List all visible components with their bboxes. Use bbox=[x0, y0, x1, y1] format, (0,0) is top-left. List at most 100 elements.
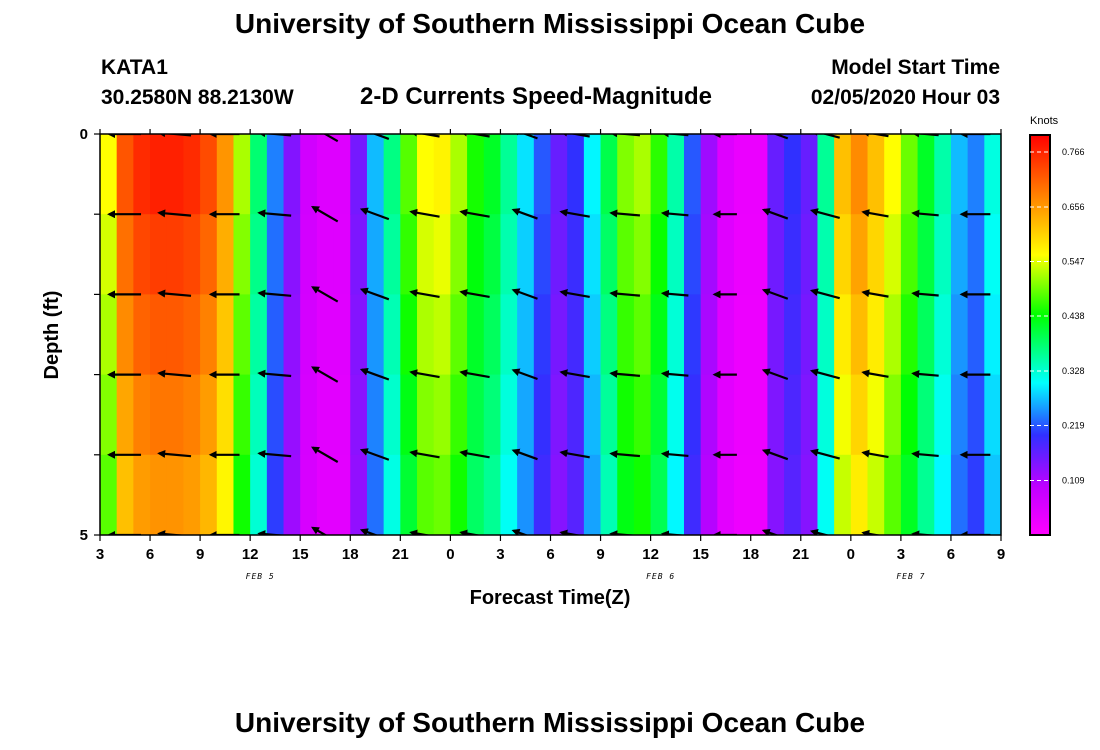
current-arrow bbox=[861, 529, 883, 535]
heatmap-cell bbox=[266, 374, 285, 456]
x-tick-label: 12 bbox=[642, 546, 659, 563]
x-tick-label: 18 bbox=[742, 546, 759, 563]
current-arrow bbox=[609, 209, 641, 218]
current-arrow bbox=[761, 448, 789, 461]
heatmap-cell bbox=[500, 454, 518, 535]
heatmap-cell bbox=[133, 214, 151, 295]
current-arrow bbox=[861, 289, 889, 298]
heatmap-cell bbox=[133, 294, 151, 376]
heatmap-cell bbox=[550, 374, 568, 456]
heatmap-cell bbox=[967, 134, 985, 215]
x-axis-label: Forecast Time(Z) bbox=[470, 587, 631, 609]
current-arrow bbox=[257, 369, 292, 378]
heatmap-cell bbox=[383, 214, 401, 295]
current-arrow bbox=[609, 369, 641, 378]
heatmap-cell bbox=[383, 454, 401, 535]
current-arrow bbox=[257, 530, 288, 535]
current-arrow bbox=[809, 134, 840, 139]
current-arrow bbox=[609, 134, 641, 138]
heatmap-cell bbox=[867, 294, 885, 376]
heatmap-cell bbox=[250, 294, 268, 376]
heatmap-cell bbox=[817, 374, 835, 456]
heatmap-cell bbox=[550, 294, 568, 376]
heatmap-cell bbox=[116, 374, 134, 456]
current-arrow bbox=[409, 289, 440, 298]
heatmap-cell bbox=[200, 374, 218, 456]
x-tick-label: 9 bbox=[196, 546, 204, 563]
current-arrow bbox=[459, 289, 490, 298]
heatmap-cell bbox=[617, 454, 635, 535]
heatmap-cell bbox=[133, 374, 151, 456]
current-arrow bbox=[809, 368, 840, 380]
heatmap-cell bbox=[133, 134, 151, 215]
current-arrow bbox=[359, 134, 390, 140]
heatmap-cell bbox=[583, 454, 602, 535]
current-arrow bbox=[511, 448, 538, 461]
heatmap-cell bbox=[350, 214, 368, 295]
heatmap-cell bbox=[917, 294, 935, 376]
heatmap-cell bbox=[967, 374, 985, 456]
heatmap-cell bbox=[517, 374, 535, 456]
heatmap-cell bbox=[600, 134, 618, 215]
heatmap-cell bbox=[583, 294, 602, 376]
x-tick-label: 0 bbox=[446, 546, 454, 563]
current-arrow bbox=[323, 134, 339, 143]
heatmap-cell bbox=[333, 294, 351, 376]
heatmap-cell bbox=[233, 214, 251, 295]
heatmap-cell bbox=[417, 134, 435, 215]
current-arrow bbox=[157, 134, 192, 138]
heatmap-cell bbox=[250, 454, 268, 535]
heatmap-cell bbox=[934, 294, 952, 376]
heatmap-cell bbox=[400, 374, 418, 456]
heatmap-cell bbox=[800, 214, 819, 295]
current-arrow bbox=[761, 288, 789, 300]
current-arrow bbox=[761, 134, 789, 140]
heatmap-cell bbox=[850, 134, 869, 215]
heatmap-cell bbox=[450, 374, 468, 456]
heatmap-cell bbox=[417, 294, 435, 376]
heatmap-cell bbox=[450, 454, 468, 535]
heatmap-cell bbox=[650, 134, 668, 215]
heatmap-cell bbox=[650, 374, 668, 456]
heatmap-cell bbox=[884, 374, 902, 456]
heatmap-cell bbox=[734, 374, 752, 456]
heatmap-cell bbox=[817, 454, 835, 535]
heatmap-cell bbox=[283, 214, 301, 295]
heatmap-cell bbox=[200, 134, 218, 215]
heatmap-cell bbox=[767, 374, 785, 456]
heatmap-cell bbox=[183, 374, 201, 456]
heatmap-cell bbox=[233, 454, 251, 535]
heatmap-cell bbox=[784, 214, 802, 295]
heatmap-cell bbox=[366, 294, 385, 376]
heatmap-cell bbox=[316, 214, 335, 295]
current-arrow bbox=[409, 134, 440, 138]
heatmap-cell bbox=[734, 454, 752, 535]
current-arrow bbox=[311, 446, 339, 463]
date-label: FEB 5 bbox=[246, 572, 275, 581]
heatmap-cell bbox=[216, 134, 235, 215]
heatmap-cell bbox=[483, 454, 502, 535]
heatmap-cell bbox=[183, 294, 201, 376]
current-arrow bbox=[459, 529, 482, 535]
current-arrow bbox=[911, 209, 939, 218]
current-arrow bbox=[511, 288, 538, 300]
heatmap-cell bbox=[650, 214, 668, 295]
current-arrow bbox=[511, 528, 529, 535]
current-arrow bbox=[459, 369, 490, 379]
heatmap-cell bbox=[433, 374, 451, 456]
heatmap-cell bbox=[300, 214, 318, 295]
heatmap-cell bbox=[517, 294, 535, 376]
heatmap-cell bbox=[600, 214, 618, 295]
current-arrow bbox=[157, 289, 192, 298]
heatmap-cell bbox=[934, 374, 952, 456]
date-label: FEB 6 bbox=[646, 572, 675, 581]
heatmap-cell bbox=[917, 214, 935, 295]
heatmap-cell bbox=[834, 454, 852, 535]
heatmap-cell bbox=[500, 294, 518, 376]
y-tick-label: 0 bbox=[80, 126, 88, 143]
heatmap-cell bbox=[917, 454, 935, 535]
x-tick-label: 3 bbox=[96, 546, 104, 563]
heatmap-cell bbox=[867, 134, 885, 215]
heatmap-cell bbox=[750, 214, 769, 295]
heatmap-cell bbox=[316, 374, 335, 456]
